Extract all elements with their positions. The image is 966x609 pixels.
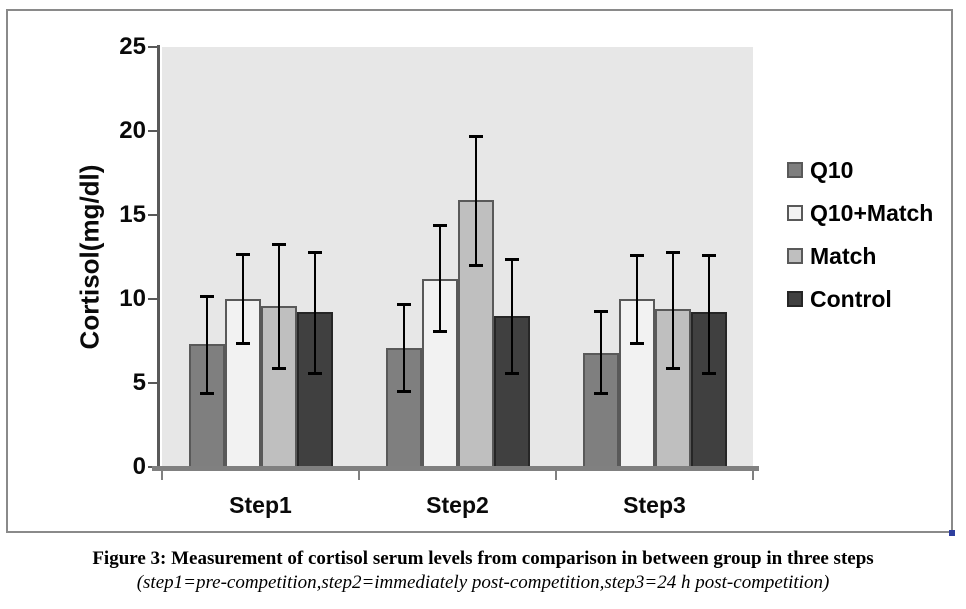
error-bar-match-step1 [277, 243, 280, 368]
selection-handle-icon [949, 530, 955, 536]
legend-label-match: Match [810, 243, 877, 269]
error-bar-cap-top-match-step1 [271, 242, 286, 246]
error-bar-control-step2 [510, 258, 513, 373]
y-tick-label: 15 [119, 201, 146, 228]
error-bar-cap-top-q10-match-step3 [629, 254, 644, 258]
error-bar-cap-top-q10-match-step2 [432, 224, 447, 228]
error-bar-control-step1 [313, 251, 316, 373]
x-category-label-step2: Step2 [426, 492, 489, 518]
y-tick-label: 5 [132, 369, 146, 396]
error-bar-cap-top-q10-match-step1 [235, 252, 250, 256]
error-bar-cap-bottom-match-step3 [665, 366, 680, 370]
x-axis-tick [752, 471, 754, 480]
error-bar-q10-match-step2 [438, 225, 441, 331]
error-bar-cap-top-q10-step1 [199, 294, 214, 298]
error-bar-cap-bottom-q10-match-step3 [629, 341, 644, 345]
y-tick-label: 10 [119, 285, 146, 312]
error-bar-control-step3 [707, 255, 710, 373]
x-axis-tick [358, 471, 360, 480]
y-axis-tick [148, 130, 158, 132]
figure-caption-subtitle: (step1=pre-competition,step2=immediately… [136, 572, 830, 593]
x-category-label-step3: Step3 [623, 492, 686, 518]
error-bar-cap-top-q10-step2 [396, 303, 411, 307]
error-bar-cap-bottom-q10-match-step1 [235, 341, 250, 345]
error-bar-cap-bottom-control-step3 [701, 371, 716, 375]
error-bar-cap-bottom-q10-match-step2 [432, 329, 447, 333]
y-axis-tick [148, 382, 158, 384]
x-axis-tick [555, 471, 557, 480]
legend-item-q10-match: Q10+Match [787, 200, 934, 226]
legend-item-control: Control [787, 286, 933, 312]
y-tick-label: 20 [119, 117, 146, 144]
error-bar-cap-top-control-step3 [701, 254, 716, 258]
error-bar-q10-match-step3 [635, 255, 638, 343]
legend-swatch-control [787, 291, 803, 307]
legend-item-q10: Q10 [787, 157, 933, 183]
error-bar-cap-bottom-control-step2 [504, 371, 519, 375]
error-bar-cap-top-q10-step3 [593, 309, 608, 313]
bar-match-step3 [654, 309, 691, 470]
y-axis-tick [148, 298, 158, 300]
legend-label-q10: Q10 [810, 157, 854, 183]
y-axis-tick [148, 46, 158, 48]
legend-swatch-q10 [787, 162, 803, 178]
legend-swatch-match [787, 248, 803, 264]
legend-swatch-q10-match [787, 205, 803, 221]
x-axis-tick [161, 471, 163, 480]
error-bar-cap-top-control-step2 [504, 257, 519, 261]
legend: Q10 Q10+Match Match Control [787, 157, 934, 312]
error-bar-q10-match-step1 [241, 253, 244, 343]
y-tick-label: 25 [119, 33, 146, 60]
error-bar-match-step2 [474, 136, 477, 266]
error-bar-cap-bottom-match-step2 [468, 264, 483, 268]
y-axis-title: Cortisol(mg/dl) [74, 164, 105, 350]
error-bar-cap-top-match-step2 [468, 135, 483, 139]
figure-caption: Figure 3: Measurement of cortisol serum … [92, 548, 874, 569]
error-bar-cap-top-control-step1 [307, 250, 322, 254]
error-bar-cap-bottom-q10-step3 [593, 392, 608, 396]
bar-q10-match-step3 [618, 299, 655, 470]
y-axis-line [157, 45, 160, 471]
error-bar-match-step3 [671, 251, 674, 368]
x-category-label-step1: Step1 [229, 492, 292, 518]
legend-label-q10-match: Q10+Match [810, 200, 934, 226]
legend-item-match: Match [787, 243, 933, 269]
error-bar-cap-top-match-step3 [665, 250, 680, 254]
bar-q10-step2 [385, 347, 422, 470]
x-axis-line [152, 466, 759, 471]
error-bar-q10-step1 [205, 295, 208, 394]
error-bar-q10-step3 [599, 310, 602, 394]
error-bar-cap-bottom-q10-step2 [396, 390, 411, 394]
error-bar-cap-bottom-q10-step1 [199, 392, 214, 396]
y-axis-tick [148, 214, 158, 216]
error-bar-cap-bottom-match-step1 [271, 366, 286, 370]
error-bar-q10-step2 [402, 304, 405, 392]
error-bar-cap-bottom-control-step1 [307, 371, 322, 375]
y-tick-label: 0 [132, 453, 146, 480]
legend-label-control: Control [810, 286, 892, 312]
